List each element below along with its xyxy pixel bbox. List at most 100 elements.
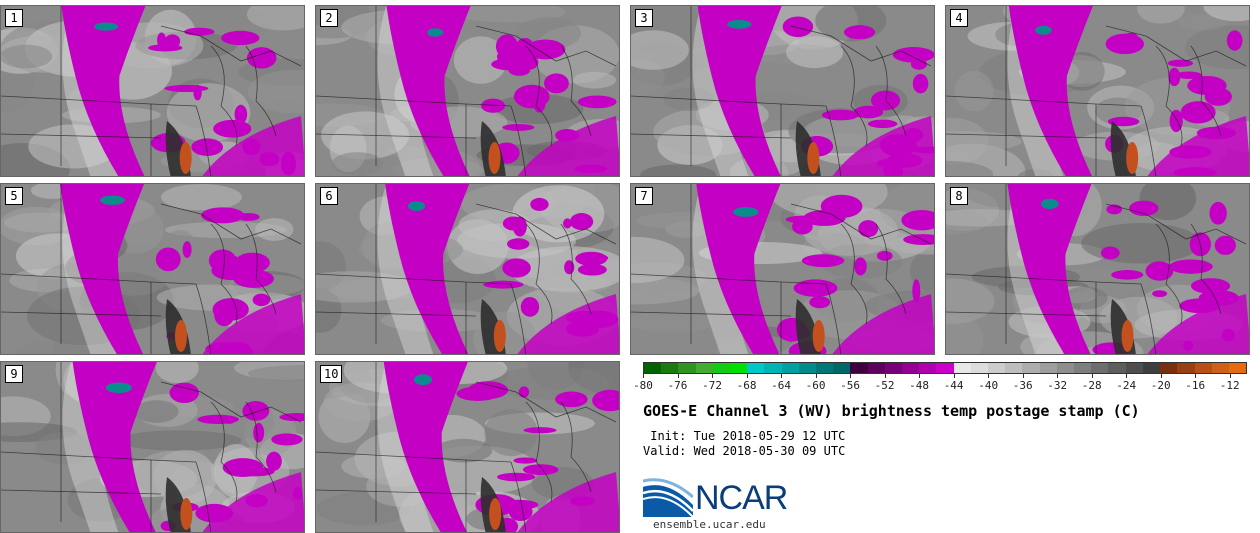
colorbar-segment [988,363,1006,373]
member-number: 4 [950,9,968,27]
member-map [946,184,1249,354]
colorbar-tick-label: -68 [736,379,757,392]
colorbar-segment [764,363,782,373]
colorbar-segment [816,363,834,373]
member-map [631,184,934,354]
colorbar-tick-label: -36 [1012,379,1033,392]
init-time: Init: Tue 2018-05-29 12 UTC [643,429,846,443]
member-number: 7 [635,187,653,205]
colorbar-tick-label: -16 [1185,379,1206,392]
member-number: 3 [635,9,653,27]
colorbar-tick [1091,374,1093,378]
member-panel: 5 [0,183,305,355]
colorbar-segment [1022,363,1040,373]
member-number: 6 [320,187,338,205]
colorbar-tick [1126,374,1128,378]
member-number: 8 [950,187,968,205]
member-panel: 8 [945,183,1250,355]
colorbar-tick [746,374,748,378]
colorbar-segment [747,363,765,373]
colorbar-tick-label: -32 [1047,379,1068,392]
colorbar-tick-label: -44 [943,379,964,392]
colorbar-tick-label: -76 [667,379,688,392]
colorbar-segment [1091,363,1109,373]
member-map [946,6,1249,176]
member-number: 9 [5,365,23,383]
colorbar-tick-label: -72 [702,379,722,392]
colorbar-segment [1194,363,1212,373]
member-panel: 6 [315,183,620,355]
colorbar-tick-label: -24 [1116,379,1137,392]
colorbar-segment [1074,363,1092,373]
colorbar-tick [677,374,679,378]
colorbar-segment [884,363,903,373]
colorbar-tick [919,374,921,378]
colorbar-tick [643,374,644,378]
colorbar-segment [661,363,679,373]
colorbar-tick [953,374,955,378]
member-panel: 7 [630,183,935,355]
member-map [631,6,934,176]
colorbar-tick [1160,374,1162,378]
colorbar-tick [1057,374,1059,378]
colorbar-segment [1211,363,1229,373]
member-number: 2 [320,9,338,27]
colorbar-segment [798,363,817,373]
member-panel: 4 [945,5,1250,177]
member-map [316,184,619,354]
colorbar-tick-label: -40 [978,379,999,392]
colorbar-tick [1195,374,1197,378]
colorbar-segment [1039,363,1057,373]
colorbar-segment [781,363,799,373]
member-number: 5 [5,187,23,205]
colorbar-segment [1142,363,1161,373]
colorbar-segment [644,363,662,373]
colorbar-segment [1056,363,1075,373]
colorbar-tick-label: -60 [805,379,826,392]
colorbar-segment [953,363,971,373]
member-panel: 1 [0,5,305,177]
colorbar-tick-label: -52 [874,379,895,392]
colorbar-tick-label: -56 [840,379,861,392]
valid-time: Valid: Wed 2018-05-30 09 UTC [643,444,846,458]
colorbar-segment [936,363,954,373]
colorbar-segment [1125,363,1143,373]
member-panel: 2 [315,5,620,177]
colorbar-tick-label: -80 [633,379,653,392]
colorbar-segment [833,363,851,373]
member-number: 10 [320,365,343,383]
ncar-logo: NCAR [643,477,793,519]
colorbar-segment [919,363,937,373]
colorbar-segment [1160,363,1178,373]
colorbar-segment [1228,363,1247,373]
member-map [316,6,619,176]
product-title: GOES-E Channel 3 (WV) brightness temp po… [643,402,1140,420]
ncar-url: ensemble.ucar.edu [653,518,766,531]
colorbar-tick [781,374,783,378]
colorbar-tick [712,374,714,378]
colorbar-segment [850,363,868,373]
member-map [316,362,619,532]
colorbar-segment [970,363,989,373]
colorbar-segment [1177,363,1195,373]
colorbar [643,362,1247,374]
member-number: 1 [5,9,23,27]
colorbar-ticks: -80 -76 -72 -68 -64 -60 -56 -52 -48 -44 -40 -36 -32-… [633,374,1247,394]
colorbar-tick [884,374,886,378]
colorbar-tick [815,374,817,378]
colorbar-tick-label: -28 [1081,379,1102,392]
member-panel: 9 [0,361,305,533]
colorbar-segment [867,363,885,373]
colorbar-tick-label: -64 [771,379,791,392]
colorbar-segment [678,363,696,373]
colorbar-tick [1022,374,1024,378]
member-panel: 10 [315,361,620,533]
colorbar-tick-label: -48 [909,379,930,392]
colorbar-tick [850,374,852,378]
colorbar-segment [730,363,748,373]
member-map [1,184,304,354]
member-map [1,6,304,176]
colorbar-segment [1005,363,1023,373]
colorbar-tick [1229,374,1231,378]
colorbar-tick [988,374,990,378]
